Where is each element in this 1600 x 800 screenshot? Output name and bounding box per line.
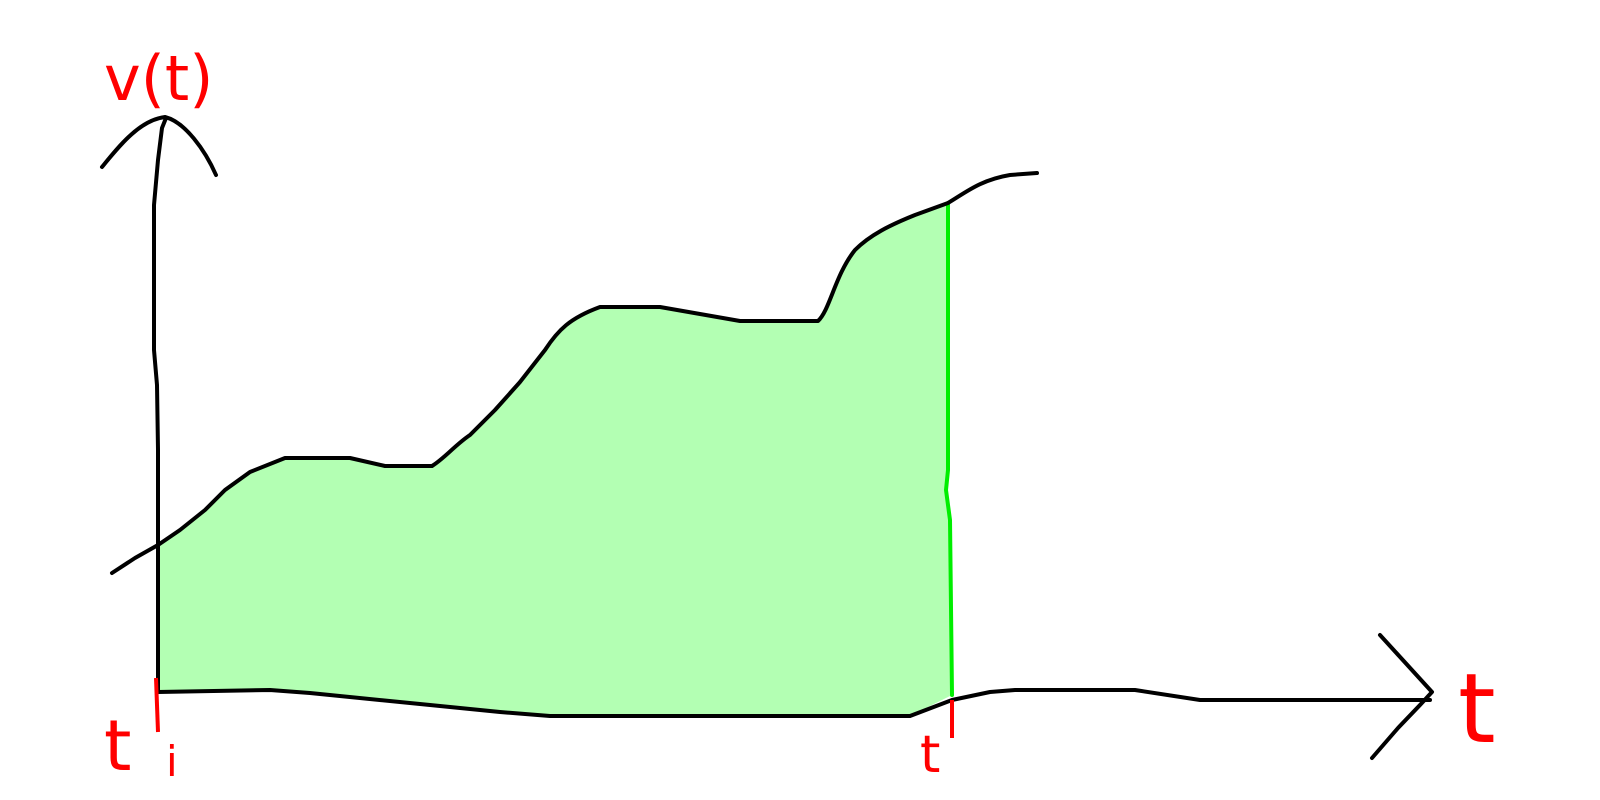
y-axis — [152, 116, 168, 694]
x-axis-arrowhead — [1370, 633, 1434, 760]
y-axis-arrowhead — [100, 115, 218, 177]
x-axis-label: t — [1458, 653, 1496, 765]
velocity-curve — [110, 171, 1039, 575]
x-axis — [156, 688, 1432, 718]
y-axis-label: v(t) — [104, 42, 213, 115]
t-initial-subscript: i — [166, 737, 178, 786]
final-time-boundary — [943, 201, 954, 697]
t-initial-label: t — [104, 705, 131, 787]
t-initial-tick — [154, 677, 160, 733]
area-under-curve — [158, 203, 952, 716]
t-final-label: t — [920, 725, 940, 785]
